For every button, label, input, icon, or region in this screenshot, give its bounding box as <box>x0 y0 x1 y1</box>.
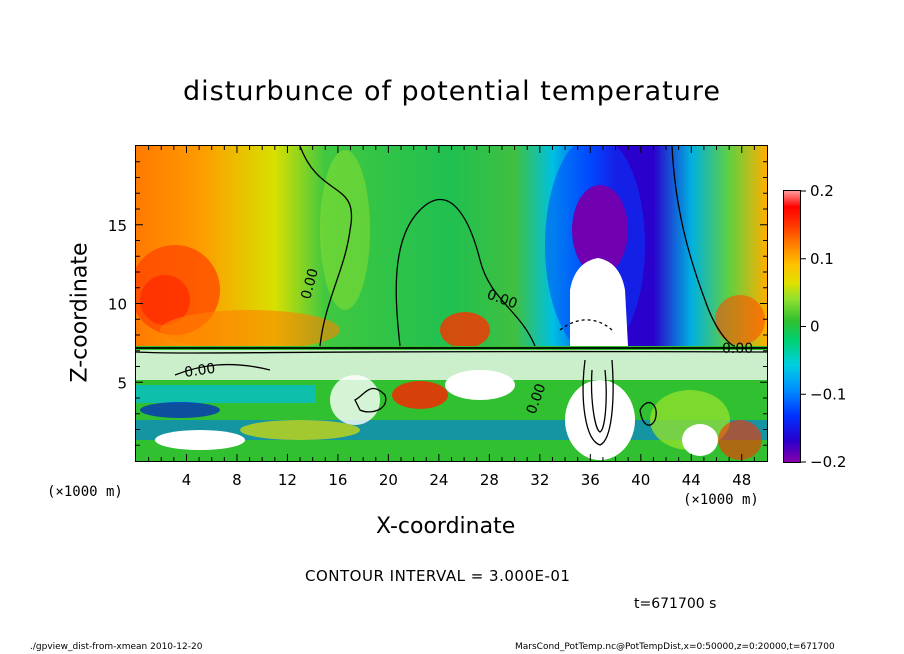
x-unit-label-left: (×1000 m) <box>47 484 123 500</box>
x-tick-label: 44 <box>682 471 701 489</box>
footer-script-info: ./gpview_dist-from-xmean 2010-12-20 <box>30 642 203 652</box>
x-axis-title: X-coordinate <box>376 514 516 539</box>
x-tick-label: 4 <box>182 471 192 489</box>
y-tick-label: 10 <box>108 296 127 314</box>
x-unit-label-right: (×1000 m) <box>683 492 759 508</box>
heatmap-field <box>136 146 767 461</box>
time-stamp: t=671700 s <box>634 596 717 612</box>
x-tick-label: 8 <box>232 471 242 489</box>
x-tick-label: 12 <box>278 471 297 489</box>
contour-label: 0.00 <box>183 361 216 381</box>
chart-title: disturbunce of potential temperature <box>183 76 721 107</box>
y-axis: 5 10 15 <box>108 161 767 446</box>
plot-frame <box>135 145 768 462</box>
y-tick-label: 15 <box>108 217 127 235</box>
colorbar-tick-label: −0.2 <box>810 453 846 471</box>
contour-label: 0.00 <box>722 341 753 357</box>
x-tick-label: 48 <box>732 471 751 489</box>
x-tick-label: 20 <box>379 471 398 489</box>
x-tick-label: 32 <box>530 471 549 489</box>
x-tick-label: 24 <box>429 471 448 489</box>
footer-file-info: MarsCond_PotTemp.nc@PotTempDist,x=0:5000… <box>515 642 835 652</box>
y-axis-title: Z-coordinate <box>67 242 93 383</box>
colorbar-tick-label: 0 <box>810 318 820 336</box>
colorbar-tick-label: −0.1 <box>810 385 846 403</box>
x-axis: 4 8 12 16 20 24 28 32 36 40 44 48 <box>148 146 755 489</box>
x-tick-label: 40 <box>631 471 650 489</box>
x-tick-label: 36 <box>581 471 600 489</box>
colorbar-ticks: 0.2 0.1 0 −0.1 −0.2 <box>800 182 846 471</box>
x-tick-label: 28 <box>480 471 499 489</box>
contour-label: 0.00 <box>298 267 322 301</box>
colorbar-tick-label: 0.2 <box>810 182 834 200</box>
x-tick-label: 16 <box>328 471 347 489</box>
colorbar-tick-label: 0.1 <box>810 250 834 268</box>
y-tick-label: 5 <box>117 374 127 392</box>
contour-interval-text: CONTOUR INTERVAL = 3.000E-01 <box>305 567 571 585</box>
colorbar <box>783 190 801 463</box>
